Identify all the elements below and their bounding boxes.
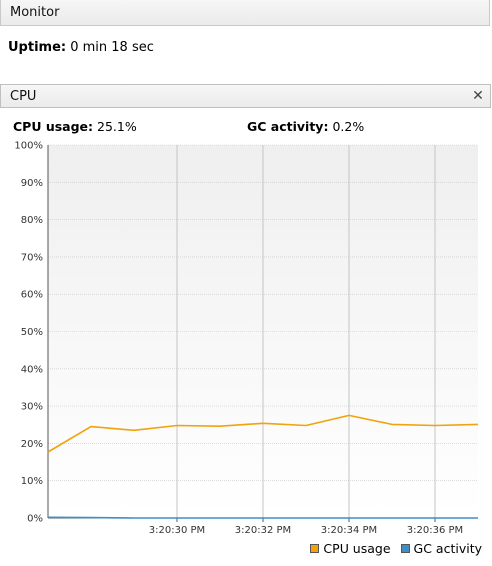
cpu-usage-series-line xyxy=(47,414,479,453)
y-tick-label: 60% xyxy=(21,290,43,301)
legend-swatch xyxy=(400,544,410,553)
y-tick-label: 0% xyxy=(27,514,43,525)
legend-item: CPU usage xyxy=(310,541,391,556)
x-tick-label: 3:20:32 PM xyxy=(235,525,291,536)
gc-activity-series-line xyxy=(47,516,478,519)
close-icon[interactable]: ✕ xyxy=(472,88,484,104)
y-tick-label: 80% xyxy=(21,215,43,226)
monitor-header: Monitor xyxy=(0,0,490,26)
cpu-panel-title: CPU xyxy=(10,89,37,104)
x-tick-label: 3:20:30 PM xyxy=(149,525,205,536)
legend-item: GC activity xyxy=(400,541,482,556)
x-tick-label: 3:20:36 PM xyxy=(407,525,463,536)
uptime-row: Uptime: 0 min 18 sec xyxy=(8,40,154,55)
cpu-panel-header: CPU ✕ xyxy=(0,84,491,108)
cpu-usage-value: 25.1% xyxy=(97,119,137,134)
gc-activity-value: 0.2% xyxy=(332,119,365,134)
y-tick-label: 20% xyxy=(21,439,43,450)
legend-swatch xyxy=(310,544,320,553)
uptime-label: Uptime: xyxy=(8,40,67,55)
chart-legend: CPU usage GC activity xyxy=(300,541,482,556)
y-tick-label: 40% xyxy=(21,364,43,375)
y-tick-label: 30% xyxy=(21,402,43,413)
legend-label: CPU usage xyxy=(323,541,391,556)
y-tick-label: 50% xyxy=(21,327,43,338)
uptime-value: 0 min 18 sec xyxy=(70,40,154,55)
gc-activity-summary: GC activity: 0.2% xyxy=(247,119,364,134)
gc-activity-label: GC activity: xyxy=(247,119,329,134)
cpu-usage-label: CPU usage: xyxy=(13,119,94,134)
cpu-chart: 0% 10% 20% 30% 40% 50% 60% 70% 80% 90% 100% 3:20:30… xyxy=(14,141,479,536)
cpu-usage-summary: CPU usage: 25.1% xyxy=(13,119,137,134)
y-tick-label: 100% xyxy=(14,141,43,152)
y-tick-label: 10% xyxy=(21,476,43,487)
y-tick-label: 90% xyxy=(21,178,43,189)
x-tick-label: 3:20:34 PM xyxy=(321,525,377,536)
legend-label: GC activity xyxy=(413,541,482,556)
monitor-title: Monitor xyxy=(10,5,60,20)
y-tick-label: 70% xyxy=(21,252,43,263)
